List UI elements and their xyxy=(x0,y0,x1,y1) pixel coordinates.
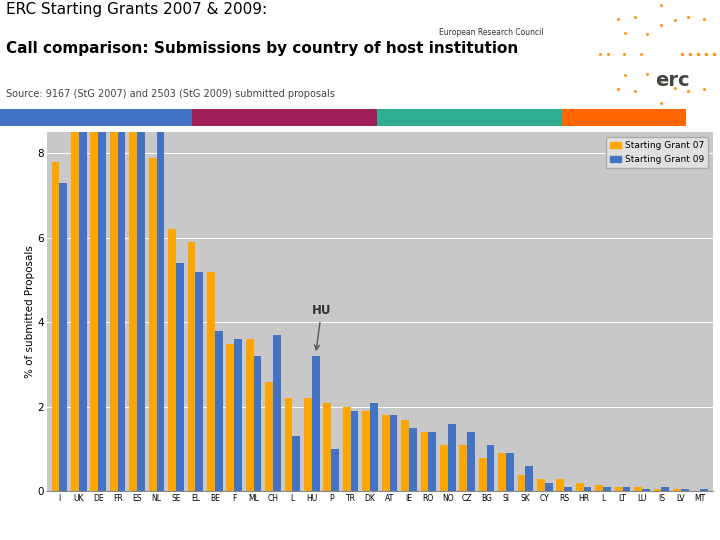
Bar xyxy=(428,432,436,491)
Text: European Research Council: European Research Council xyxy=(439,28,544,37)
Bar xyxy=(110,5,117,491)
Bar xyxy=(390,415,397,491)
Bar xyxy=(615,487,623,491)
Bar xyxy=(693,490,700,491)
Bar xyxy=(207,272,215,491)
Bar xyxy=(78,0,86,491)
Bar xyxy=(370,403,378,491)
Bar xyxy=(130,35,137,491)
Legend: Starting Grant 07, Starting Grant 09: Starting Grant 07, Starting Grant 09 xyxy=(606,137,708,168)
Bar xyxy=(331,449,339,491)
Bar xyxy=(362,411,370,491)
Bar xyxy=(351,411,359,491)
Bar xyxy=(265,382,273,491)
Bar xyxy=(506,454,514,491)
Bar xyxy=(156,107,164,491)
Bar xyxy=(448,424,456,491)
Bar xyxy=(420,432,428,491)
Bar xyxy=(440,445,448,491)
Bar xyxy=(215,331,222,491)
Text: erc: erc xyxy=(654,71,690,91)
Bar xyxy=(545,483,553,491)
Bar xyxy=(226,343,234,491)
Bar xyxy=(0,109,192,126)
Bar xyxy=(498,454,506,491)
Bar xyxy=(603,487,611,491)
Bar xyxy=(700,489,708,491)
Bar xyxy=(60,183,67,491)
Bar xyxy=(323,403,331,491)
Bar xyxy=(176,264,184,491)
Bar xyxy=(487,445,495,491)
Bar xyxy=(382,415,390,491)
Bar xyxy=(681,489,688,491)
Bar xyxy=(377,109,562,126)
Bar xyxy=(253,356,261,491)
Y-axis label: % of submitted Proposals: % of submitted Proposals xyxy=(24,245,35,379)
Bar xyxy=(662,487,669,491)
Bar xyxy=(98,0,106,491)
Bar xyxy=(52,162,60,491)
Bar xyxy=(459,445,467,491)
Bar xyxy=(409,428,417,491)
Bar xyxy=(623,487,630,491)
Bar xyxy=(284,399,292,491)
Text: HU: HU xyxy=(312,304,331,350)
Bar xyxy=(304,399,312,491)
Bar xyxy=(584,487,591,491)
Bar xyxy=(518,475,526,491)
Bar xyxy=(467,432,475,491)
Text: Call comparison: Submissions by country of host institution: Call comparison: Submissions by country … xyxy=(6,41,518,56)
Bar xyxy=(312,356,320,491)
Bar xyxy=(71,0,78,491)
Bar xyxy=(595,485,603,491)
Bar xyxy=(564,487,572,491)
Bar xyxy=(537,479,545,491)
Bar xyxy=(562,109,685,126)
Bar xyxy=(576,483,584,491)
Bar xyxy=(673,489,681,491)
Bar xyxy=(195,272,203,491)
Bar xyxy=(557,479,564,491)
Bar xyxy=(188,242,195,491)
Bar xyxy=(654,489,662,491)
Bar xyxy=(137,107,145,491)
Bar xyxy=(168,230,176,491)
Bar xyxy=(526,466,534,491)
Bar xyxy=(246,339,253,491)
Bar xyxy=(273,335,281,491)
Bar xyxy=(479,457,487,491)
Bar xyxy=(192,109,377,126)
Bar xyxy=(234,339,242,491)
Text: ERC Starting Grants 2007 & 2009:: ERC Starting Grants 2007 & 2009: xyxy=(6,2,267,17)
Bar xyxy=(343,407,351,491)
Bar xyxy=(91,0,98,491)
Bar xyxy=(642,489,649,491)
Bar xyxy=(117,48,125,491)
Bar xyxy=(292,436,300,491)
Bar xyxy=(149,158,156,491)
Text: Source: 9167 (StG 2007) and 2503 (StG 2009) submitted proposals: Source: 9167 (StG 2007) and 2503 (StG 20… xyxy=(6,89,335,99)
Bar xyxy=(401,420,409,491)
Bar xyxy=(634,487,642,491)
